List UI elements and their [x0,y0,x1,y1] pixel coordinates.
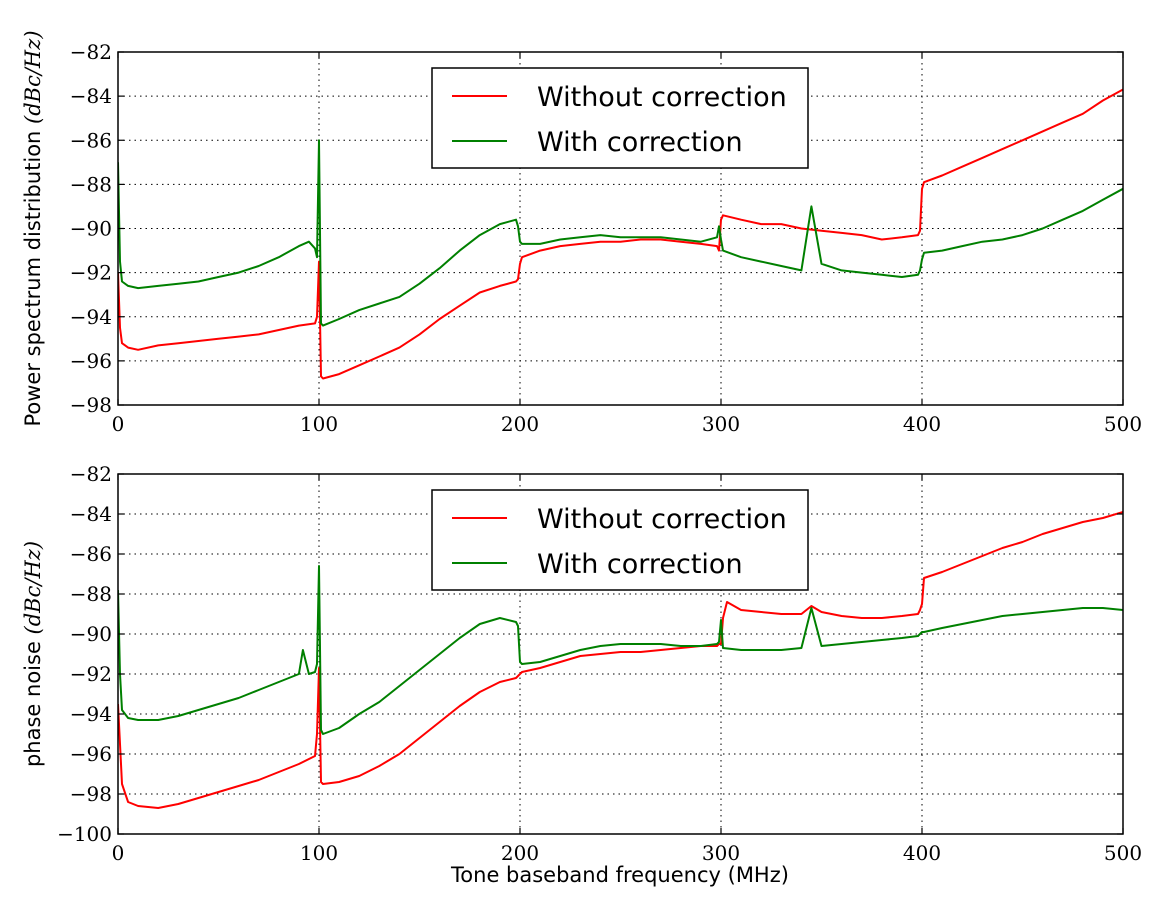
y-tick-label: −90 [70,622,112,646]
x-tick-label: 400 [903,412,941,436]
x-tick-label: 0 [112,412,125,436]
x-tick-label: 100 [300,841,338,865]
series-line-with-correction [118,565,1123,735]
y-tick-label: −84 [70,84,112,108]
y-tick-label: −98 [70,393,112,417]
legend-box [431,489,809,591]
y-tick-label: −92 [70,662,112,686]
y-axis-unit: (dBc/Hz) [21,541,45,634]
y-tick-label: −88 [70,172,112,196]
y-tick-label: −98 [70,782,112,806]
x-tick-label: 300 [702,841,740,865]
x-tick-label: 500 [1104,412,1142,436]
legend: Without correction With correction [431,489,809,591]
x-tick-label: 0 [112,841,125,865]
y-axis-label-text: Power spectrum distribution [21,124,45,427]
y-tick-label: −94 [70,702,112,726]
y-tick-label: −100 [57,822,112,846]
y-tick-label: −82 [70,462,112,486]
y-axis-label-text: phase noise [21,634,45,767]
x-tick-label: 300 [702,412,740,436]
y-axis-label: phase noise (dBc/Hz) [21,541,45,767]
legend-label: With correction [537,549,743,580]
series-line-without-correction [118,88,1123,380]
y-tick-label: −82 [70,40,112,64]
y-tick-label: −92 [70,261,112,285]
legend-box [431,67,809,169]
y-tick-label: −84 [70,502,112,526]
legend-label: Without correction [537,82,787,113]
x-tick-label: 200 [501,841,539,865]
y-tick-label: −86 [70,542,112,566]
y-axis-unit: (dBc/Hz) [21,30,45,123]
y-tick-label: −94 [70,305,112,329]
series-line-with-correction [118,139,1123,327]
legend: Without correction With correction [431,67,809,169]
x-axis-label: Tone baseband frequency (MHz) [450,863,789,887]
x-tick-label: 100 [300,412,338,436]
legend-label: Without correction [537,504,787,535]
y-tick-label: −96 [70,742,112,766]
x-tick-label: 500 [1104,841,1142,865]
y-tick-label: −96 [70,349,112,373]
panel-bottom: 0 100 200 300 400 500 −100 −98 −96 −94 −92 −90 −88 −8… [21,462,1142,865]
series-line-without-correction [118,511,1123,809]
x-tick-label: 200 [501,412,539,436]
y-tick-label: −86 [70,128,112,152]
x-tick-label: 400 [903,841,941,865]
y-axis-label: Power spectrum distribution (dBc/Hz) [21,30,45,426]
panel-top: 0 100 200 300 400 500 −98 −96 −94 −92 −90 −88 −86 −84… [21,30,1142,436]
legend-label: With correction [537,127,743,158]
y-tick-label: −90 [70,217,112,241]
plot-frame [117,473,1124,835]
y-tick-label: −88 [70,582,112,606]
